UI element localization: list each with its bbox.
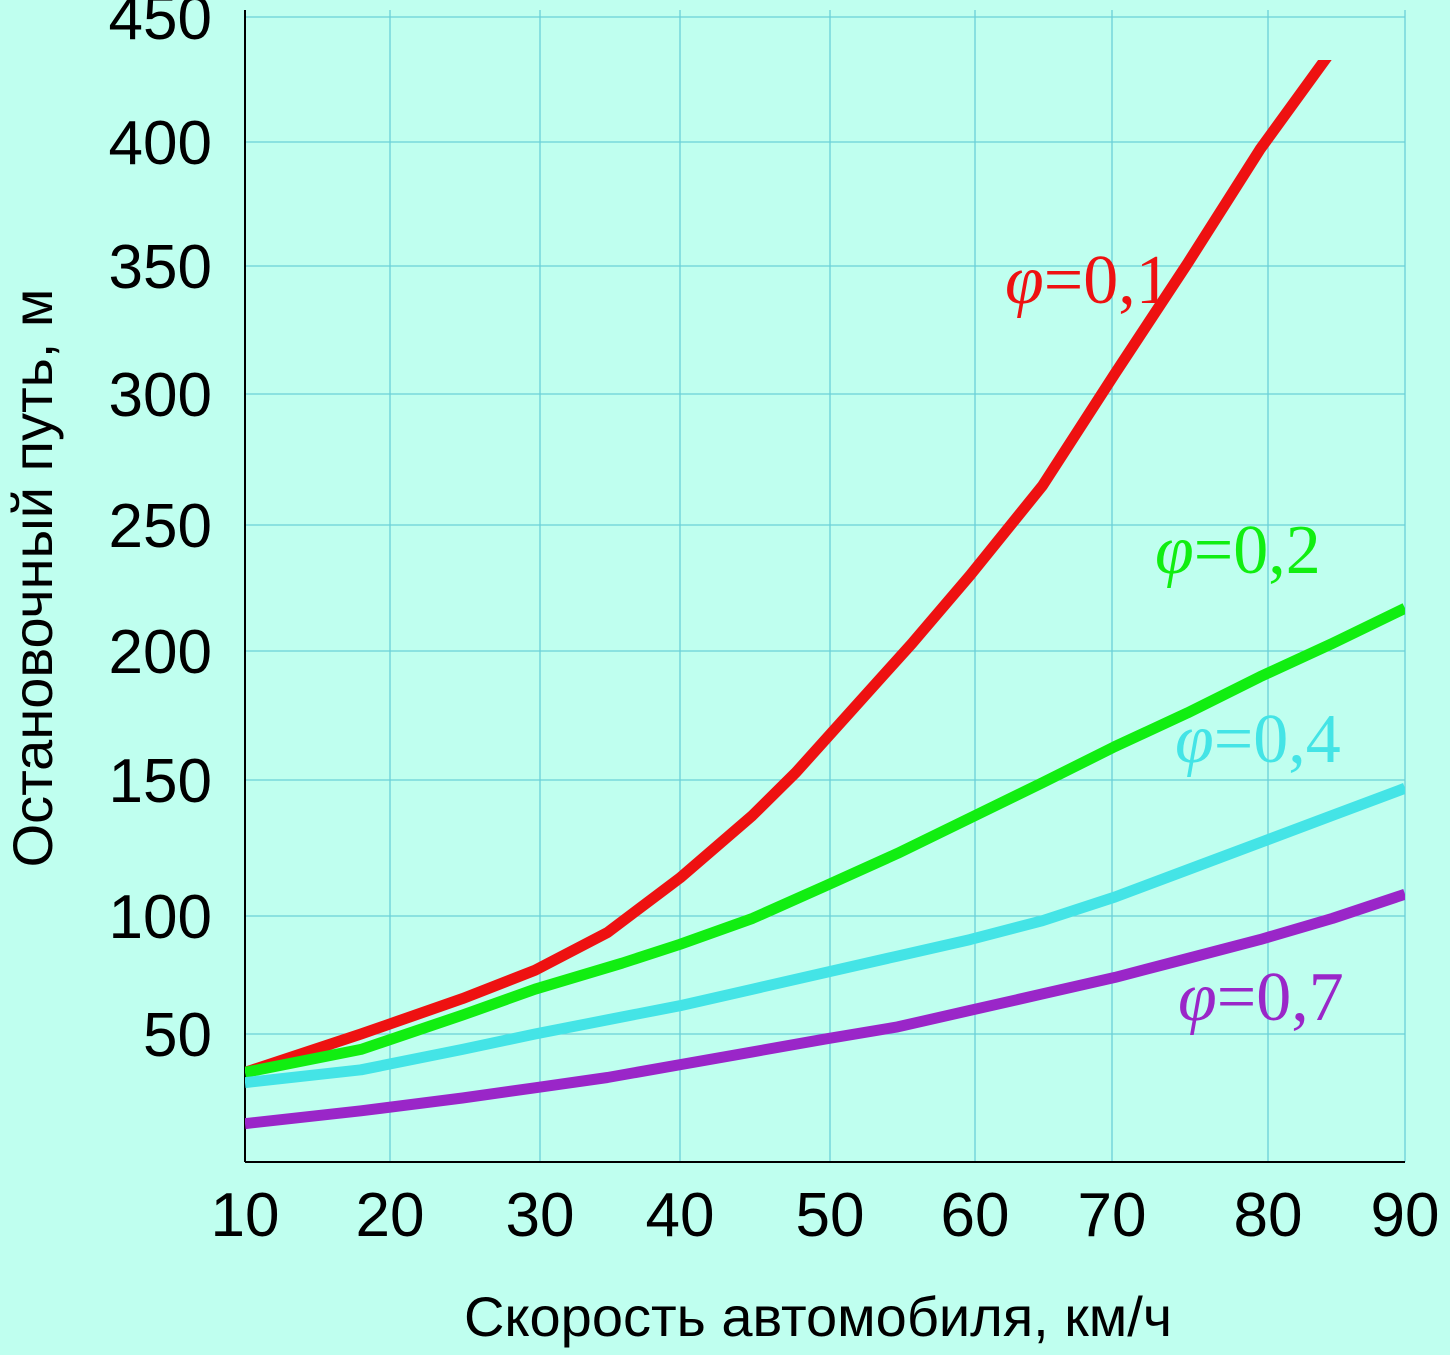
x-axis-title: Скорость автомобиля, км/ч: [464, 1285, 1172, 1348]
series-label-4: φ=0,7: [1178, 959, 1344, 1036]
series-line-4: [245, 888, 1405, 1130]
x-tick-label: 70: [1078, 1181, 1147, 1250]
series-line-1: [245, 60, 1332, 1078]
series-line-2: [245, 603, 1405, 1078]
series-labels: φ=0,1 φ=0,2 φ=0,4 φ=0,7: [1005, 242, 1344, 1036]
y-tick-label: 400: [109, 109, 212, 178]
y-tick-label: 250: [109, 492, 212, 561]
series-label-2: φ=0,2: [1155, 512, 1321, 589]
x-tick-label: 10: [211, 1181, 280, 1250]
y-axis-title: Остановочный путь, м: [1, 289, 64, 868]
x-tick-label: 20: [356, 1181, 425, 1250]
y-tick-label: 300: [109, 361, 212, 430]
series-line-3: [245, 783, 1405, 1089]
y-tick-label: 200: [109, 618, 212, 687]
y-tick-label: 100: [109, 883, 212, 952]
tick-labels: 10 20 30 40 50 60 70 80 90 50 100 150 200 250 300 350 40…: [109, 0, 1440, 1250]
series-label-3: φ=0,4: [1175, 701, 1341, 778]
y-tick-label: 150: [109, 747, 212, 816]
x-tick-label: 60: [941, 1181, 1010, 1250]
series-label-1: φ=0,1: [1005, 242, 1171, 319]
y-tick-label: 50: [143, 1001, 212, 1070]
axes: [244, 10, 1405, 1163]
series-curves: [245, 60, 1405, 1130]
x-tick-label: 40: [646, 1181, 715, 1250]
x-tick-label: 30: [506, 1181, 575, 1250]
x-tick-label: 80: [1234, 1181, 1303, 1250]
grid: [245, 10, 1406, 1162]
x-tick-label: 90: [1371, 1181, 1440, 1250]
y-tick-label: 450: [109, 0, 212, 53]
x-tick-label: 50: [796, 1181, 865, 1250]
y-tick-label: 350: [109, 233, 212, 302]
